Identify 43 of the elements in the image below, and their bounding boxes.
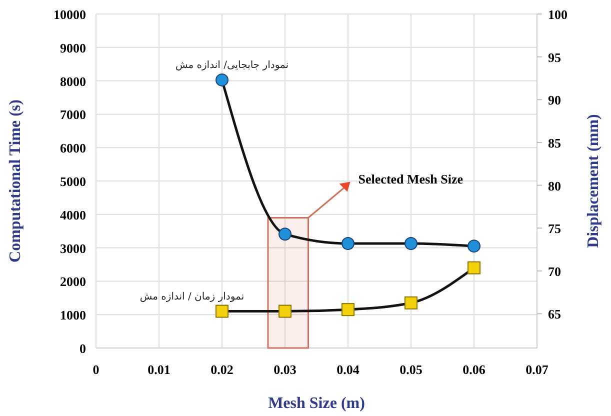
series-label: نمودار زمان / اندازه مش xyxy=(140,291,244,302)
y2-tick-label: 75 xyxy=(548,221,562,236)
y-tick-label: 6000 xyxy=(60,140,86,156)
point xyxy=(216,73,228,86)
y-tick-label: 7000 xyxy=(60,107,86,122)
y-tick-label: 4000 xyxy=(60,207,86,222)
x-tick-label: 0.05 xyxy=(400,362,423,377)
y-tick-label: 10000 xyxy=(54,7,86,22)
y2-tick-label: 100 xyxy=(548,7,568,22)
y2-tick-label: 90 xyxy=(548,92,561,108)
x-tick-label: 0 xyxy=(92,362,100,377)
x-tick-label: 0.02 xyxy=(210,362,234,377)
y-tick-label: 5000 xyxy=(60,174,86,189)
y2-tick-label: 85 xyxy=(548,135,562,150)
y-tick-label: 0 xyxy=(80,341,86,356)
y2-tick-label: 95 xyxy=(548,50,562,65)
x-tick-label: 0.06 xyxy=(462,362,486,377)
x-tick-label: 0.01 xyxy=(148,362,170,377)
point xyxy=(404,296,418,310)
y-tick-label: 2000 xyxy=(60,274,86,290)
point xyxy=(278,228,292,241)
y-axis-title: Computational Time (s) xyxy=(7,100,24,262)
point xyxy=(342,303,354,316)
point xyxy=(216,304,228,318)
band-label: Selected Mesh Size xyxy=(358,172,464,187)
y2-tick-label: 70 xyxy=(548,264,561,279)
y-tick-label: 9000 xyxy=(60,40,86,56)
point xyxy=(468,240,480,253)
y-tick-label: 1000 xyxy=(60,308,86,323)
point xyxy=(278,304,292,318)
y2-tick-label: 80 xyxy=(548,178,561,194)
y-tick-label: 8000 xyxy=(60,74,86,89)
y2-axis-title: Displacement (mm) xyxy=(585,114,602,248)
y-tick-label: 3000 xyxy=(60,240,86,256)
point xyxy=(468,261,480,274)
point xyxy=(404,237,418,250)
y2-tick-label: 65 xyxy=(548,306,562,322)
x-tick-label: 0.03 xyxy=(274,362,297,377)
x-tick-label: 0.04 xyxy=(336,362,360,377)
series-label: نمودار جابجایی/ اندازه مش xyxy=(175,60,289,71)
x-tick-label: 0.07 xyxy=(526,362,549,377)
x-axis-title: Mesh Size (m) xyxy=(268,395,365,412)
point xyxy=(342,237,354,250)
